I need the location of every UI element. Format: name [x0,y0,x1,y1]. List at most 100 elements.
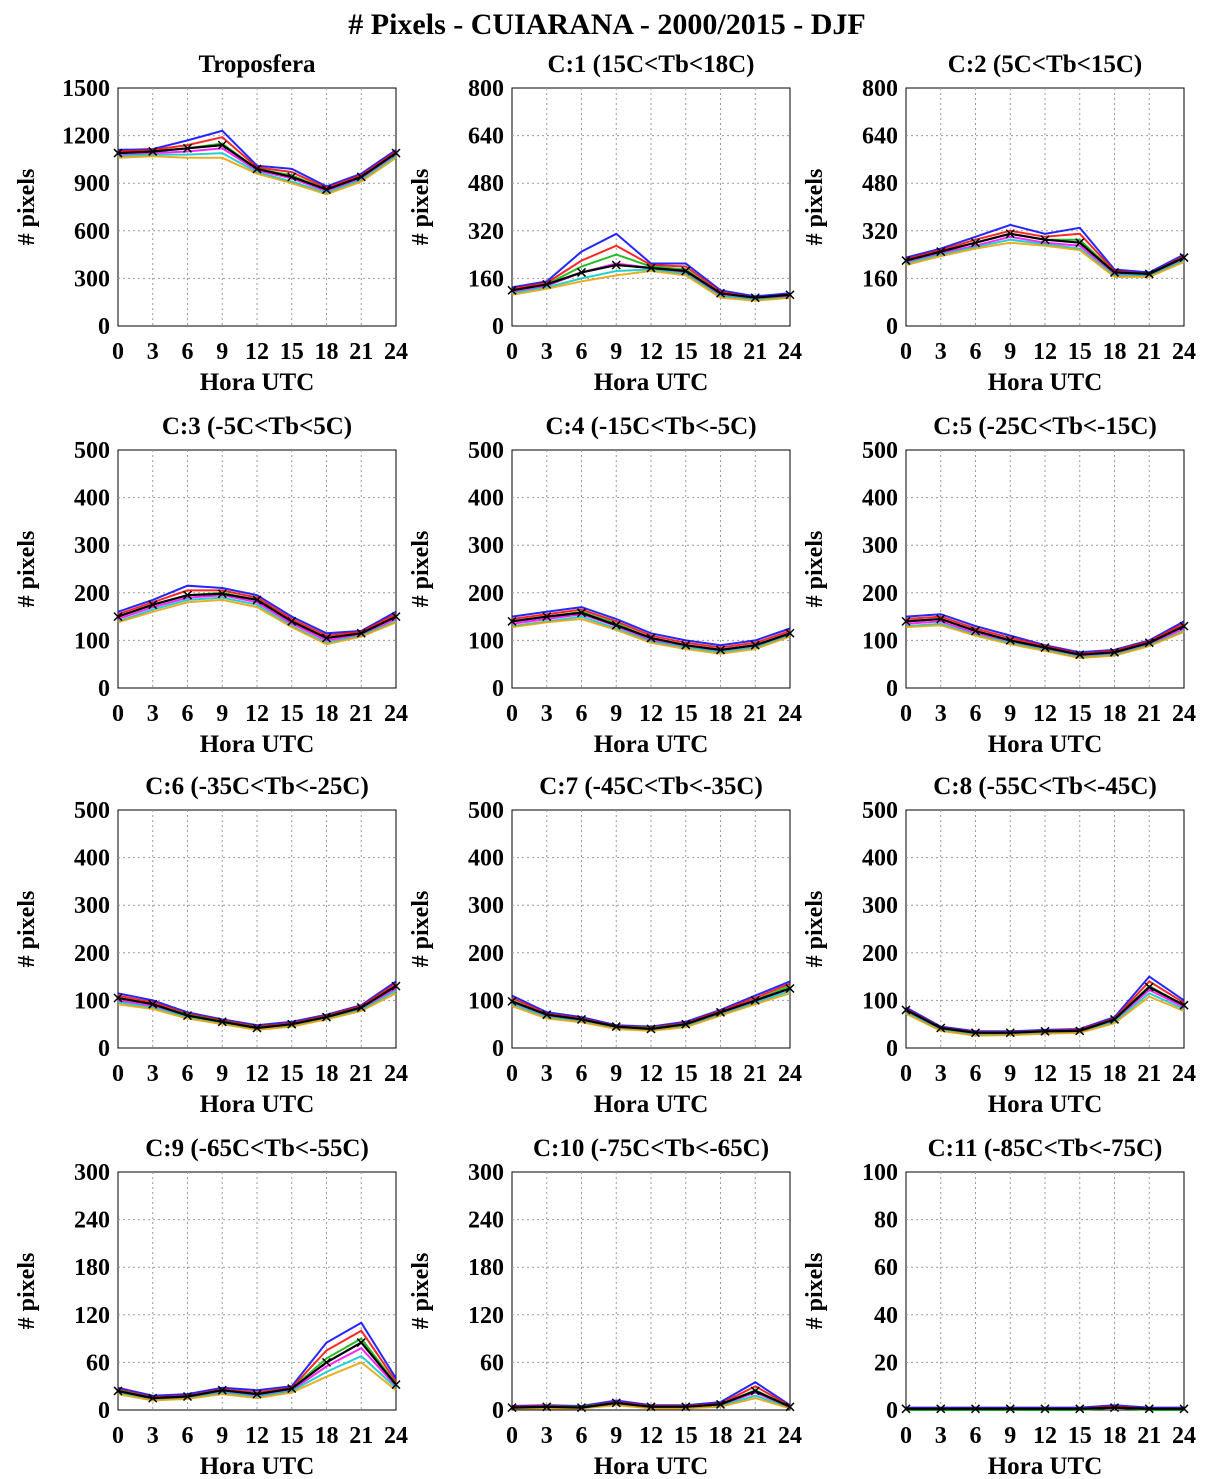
mean-marker [252,164,262,174]
x-tick-label: 21 [1137,339,1161,365]
y-tick-label: 100 [468,988,504,1014]
y-tick-label: 600 [74,219,110,245]
series-line [117,136,397,190]
mean-marker [182,143,193,153]
panel-title: C:1 (15C<Tb<18C) [548,51,755,78]
x-tick-label: 15 [1068,701,1092,727]
y-tick-label: 180 [468,1255,504,1281]
y-axis-label: # pixels [408,531,434,608]
x-tick-label: 21 [349,1423,373,1449]
y-axis-label: # pixels [408,1253,434,1330]
x-tick-label: 0 [112,339,124,365]
x-tick-label: 9 [610,1061,622,1087]
x-tick-label: 9 [216,1423,228,1449]
mean-marker [785,628,795,638]
y-tick-label: 640 [468,124,504,150]
x-tick-label: 6 [970,339,982,365]
mean-marker [611,260,621,270]
panel-title: C:7 (-45C<Tb<-35C) [539,773,763,800]
mean-marker [1179,1000,1189,1010]
mean-marker [785,290,795,300]
series-line [117,589,397,637]
mean-marker [1005,1028,1015,1038]
mean-marker [391,981,401,991]
series-line [117,598,397,646]
y-tick-label: 240 [74,1208,110,1234]
x-tick-label: 24 [1172,701,1196,727]
y-tick-label: 300 [862,893,898,919]
y-tick-label: 100 [862,988,898,1014]
x-tick-label: 12 [1033,1061,1057,1087]
series-line [117,584,397,635]
mean-marker [576,608,587,618]
x-tick-label: 3 [541,339,553,365]
y-tick-label: 800 [468,76,504,102]
x-tick-label: 21 [349,701,373,727]
x-tick-label: 3 [541,1423,553,1449]
panel-title: C:5 (-25C<Tb<-15C) [933,413,1157,440]
x-axis-label: Hora UTC [594,369,709,396]
x-tick-label: 6 [182,701,194,727]
mean-marker [507,616,517,626]
x-tick-label: 0 [506,1061,518,1087]
x-tick-label: 6 [576,1061,588,1087]
mean-marker [576,267,587,277]
mean-marker [148,999,158,1009]
x-tick-label: 18 [315,1423,339,1449]
x-tick-label: 6 [182,1061,194,1087]
y-tick-label: 0 [98,676,110,702]
x-tick-label: 9 [1004,1061,1016,1087]
x-tick-label: 9 [1004,701,1016,727]
mean-marker [681,266,691,276]
mean-marker [1109,267,1120,277]
x-tick-label: 21 [1137,1061,1161,1087]
y-tick-label: 120 [74,1303,110,1329]
mean-marker [611,1398,621,1408]
y-tick-label: 180 [74,1255,110,1281]
mean-marker [901,256,911,266]
y-tick-label: 500 [74,798,110,824]
mean-marker [611,620,621,630]
x-axis-label: Hora UTC [200,369,315,396]
series-line [906,1404,1184,1409]
mean-marker [1005,635,1015,645]
y-tick-label: 300 [74,1160,110,1186]
mean-marker [1144,1404,1154,1414]
y-tick-label: 1500 [62,76,110,102]
x-tick-label: 21 [349,339,373,365]
mean-marker [901,1404,911,1414]
panel-3: C:3 (-5C<Tb<5C)0 3 6 9 12 15 18 21 2401002003004… [14,413,408,758]
mean-marker [1075,1026,1085,1036]
y-axis-label: # pixels [14,531,40,608]
y-axis-label: # pixels [802,891,828,968]
x-tick-label: 24 [1172,1061,1196,1087]
x-tick-label: 24 [1172,1423,1196,1449]
mean-marker [391,612,401,622]
y-tick-label: 60 [480,1350,504,1376]
x-axis-label: Hora UTC [988,369,1103,396]
mean-line [511,987,791,1031]
y-tick-label: 500 [862,438,898,464]
mean-marker [542,612,552,622]
x-axis-label: Hora UTC [594,1453,709,1479]
x-tick-label: 3 [541,701,553,727]
x-tick-label: 15 [280,339,304,365]
x-tick-label: 6 [970,1423,982,1449]
x-tick-label: 18 [1103,339,1127,365]
mean-marker [1040,1026,1050,1036]
x-tick-label: 12 [639,339,663,365]
series-line [511,606,791,647]
x-axis-label: Hora UTC [200,1453,315,1479]
y-tick-label: 0 [886,676,898,702]
y-axis-label: # pixels [802,1253,828,1330]
y-tick-label: 0 [492,1398,504,1424]
x-tick-label: 18 [709,339,733,365]
mean-marker [356,172,366,182]
x-axis-label: Hora UTC [988,1091,1103,1118]
series-line [117,980,397,1027]
mean-marker [1075,650,1085,660]
mean-marker [356,628,366,638]
y-axis-label: # pixels [802,531,828,608]
x-axis-label: Hora UTC [988,1453,1103,1479]
